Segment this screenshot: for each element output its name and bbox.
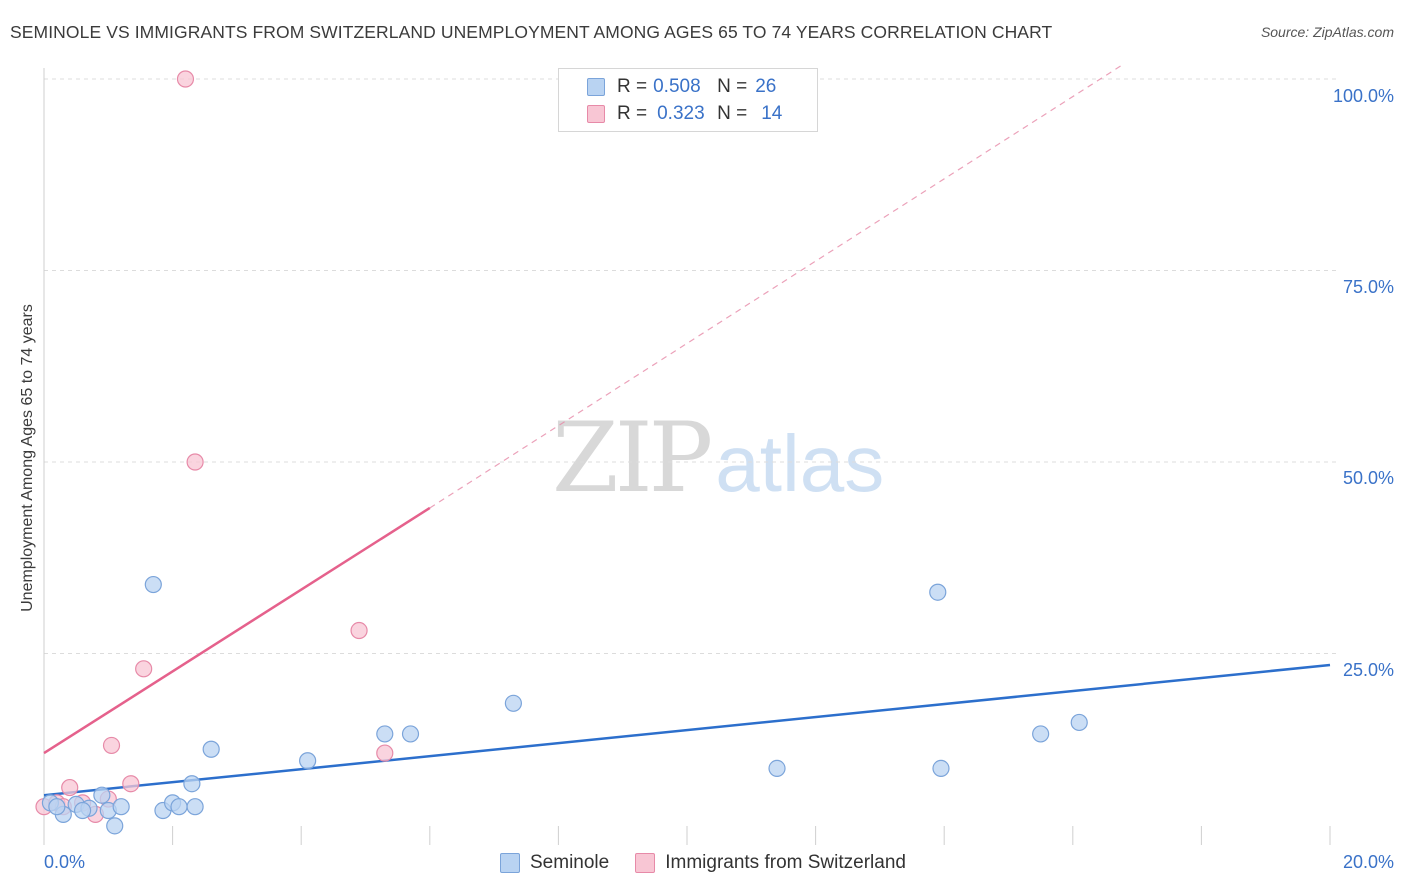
data-point-switzerland-6 bbox=[102, 736, 121, 755]
legend-row-switzerland: R = 0.323 N = 14 bbox=[587, 102, 782, 126]
legend-r-label: R = bbox=[617, 76, 648, 97]
legend-swatch-pink bbox=[635, 853, 656, 873]
trend-line-switzerland-extension bbox=[429, 63, 1125, 509]
data-point-switzerland-9 bbox=[176, 70, 195, 88]
legend-r-label: R = bbox=[617, 103, 648, 124]
series-legend: Seminole Immigrants from Switzerland bbox=[500, 852, 932, 874]
trend-line-switzerland bbox=[43, 506, 431, 755]
legend-n-label: N = bbox=[717, 103, 748, 124]
source-label: Source: ZipAtlas.com bbox=[1260, 24, 1394, 40]
legend-n-value: 14 bbox=[761, 103, 783, 124]
data-point-seminole-7 bbox=[144, 575, 162, 594]
data-point-seminole-21 bbox=[1032, 725, 1050, 743]
legend-swatch-blue bbox=[587, 78, 605, 96]
data-point-seminole-12 bbox=[186, 798, 204, 816]
data-point-seminole-16 bbox=[401, 725, 420, 743]
data-point-seminole-22 bbox=[1070, 713, 1088, 732]
data-point-switzerland-10 bbox=[186, 453, 204, 471]
y-tick-75: 75.0% bbox=[1342, 277, 1394, 297]
data-point-seminole-14 bbox=[299, 752, 317, 770]
legend-item-switzerland: Immigrants from Switzerland bbox=[635, 852, 906, 874]
x-tick-0: 0.0% bbox=[44, 852, 86, 872]
data-point-switzerland-12 bbox=[376, 744, 394, 762]
data-point-switzerland-7 bbox=[122, 775, 140, 793]
x-tick-20: 20.0% bbox=[1342, 852, 1394, 872]
data-point-seminole-6 bbox=[106, 817, 124, 835]
legend-r-value: 0.323 bbox=[657, 103, 705, 124]
legend-r-value: 0.508 bbox=[653, 76, 701, 97]
legend-swatch-pink bbox=[587, 105, 605, 123]
data-point-seminole-10 bbox=[170, 798, 188, 816]
data-point-switzerland-2 bbox=[61, 778, 79, 797]
data-point-seminole-20 bbox=[932, 759, 950, 778]
data-point-seminole-23 bbox=[48, 798, 66, 816]
data-point-seminole-25 bbox=[112, 798, 130, 816]
y-tick-25: 25.0% bbox=[1342, 660, 1394, 680]
data-point-seminole-13 bbox=[202, 740, 220, 758]
legend-n-label: N = bbox=[717, 76, 748, 97]
trend-line-seminole bbox=[43, 663, 1331, 797]
legend-row-seminole: R = 0.508 N = 26 bbox=[587, 75, 776, 99]
legend-swatch-blue bbox=[500, 853, 520, 873]
chart-title: SEMINOLE VS IMMIGRANTS FROM SWITZERLAND … bbox=[10, 22, 1053, 42]
legend-label-switzerland: Immigrants from Switzerland bbox=[665, 852, 906, 873]
correlation-legend: R = 0.508 N = 26 R = 0.323 N = 14 bbox=[558, 68, 818, 132]
data-point-seminole-24 bbox=[73, 801, 92, 820]
y-tick-100: 100.0% bbox=[1332, 86, 1394, 106]
data-point-seminole-17 bbox=[504, 694, 522, 712]
legend-n-value: 26 bbox=[755, 76, 777, 97]
data-point-seminole-15 bbox=[376, 725, 394, 743]
data-point-switzerland-8 bbox=[135, 660, 153, 678]
y-tick-50: 50.0% bbox=[1342, 468, 1394, 488]
data-point-seminole-11 bbox=[183, 775, 201, 793]
data-point-switzerland-11 bbox=[350, 621, 368, 640]
data-point-seminole-4 bbox=[93, 786, 111, 804]
data-point-seminole-18 bbox=[768, 759, 786, 778]
data-point-seminole-19 bbox=[929, 583, 947, 601]
legend-item-seminole: Seminole bbox=[500, 852, 609, 874]
legend-label-seminole: Seminole bbox=[530, 852, 610, 873]
